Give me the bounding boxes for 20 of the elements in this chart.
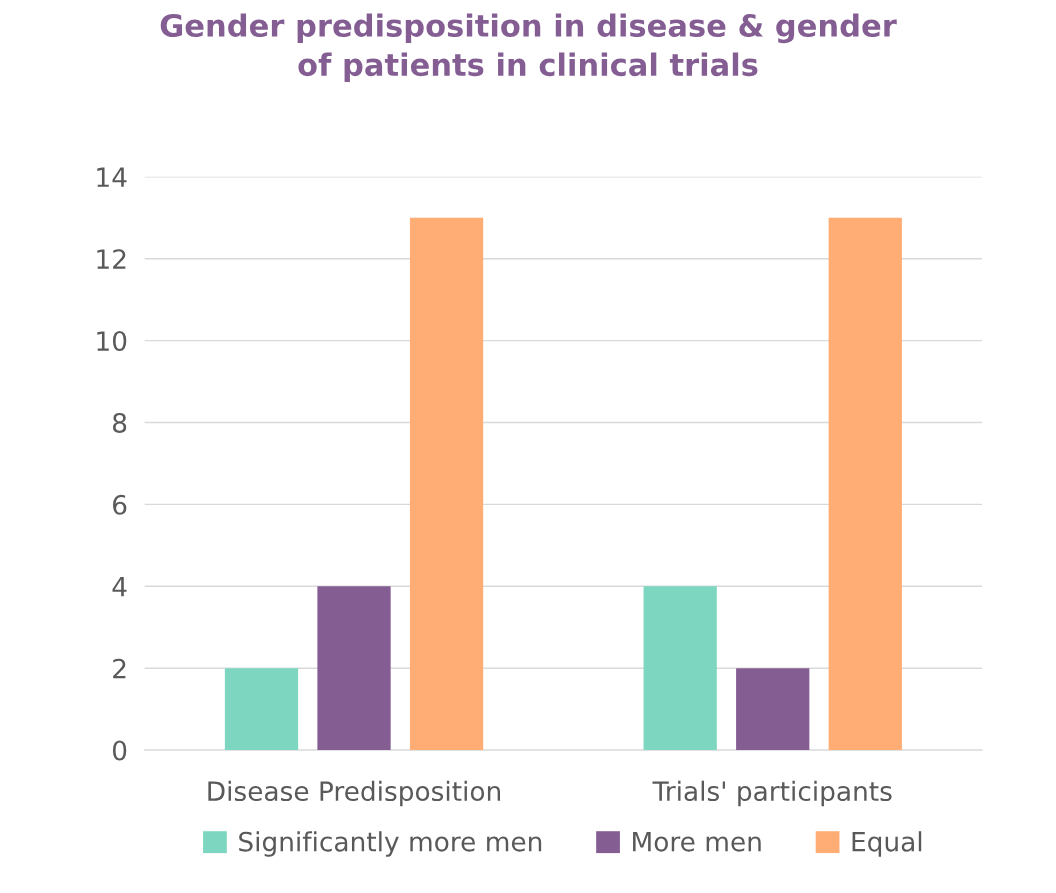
y-tick-label: 12 xyxy=(97,249,126,269)
y-tick-label: 8 xyxy=(113,412,127,433)
y-tick-label: 6 xyxy=(113,494,127,515)
legend-label: Significantly more men xyxy=(239,831,542,857)
bar xyxy=(224,668,299,751)
bar xyxy=(317,586,391,751)
y-tick-label: 4 xyxy=(112,577,127,597)
x-tick-label: Disease Predisposition xyxy=(208,780,501,807)
legend-label: More men xyxy=(633,832,761,852)
legend-label: Equal xyxy=(852,831,922,857)
bar xyxy=(828,217,902,751)
bar xyxy=(409,217,484,751)
x-tick-label: Trials' participants xyxy=(652,780,892,807)
chart-title: Gender predisposition in disease & gender of patients in clinical trials xyxy=(160,13,897,83)
y-tick-label: 0 xyxy=(112,740,127,761)
bar xyxy=(643,586,717,751)
y-tick-label: 10 xyxy=(97,331,127,352)
y-tick-label: 14 xyxy=(97,167,127,187)
bar xyxy=(736,668,810,751)
y-tick-label: 2 xyxy=(113,658,126,679)
